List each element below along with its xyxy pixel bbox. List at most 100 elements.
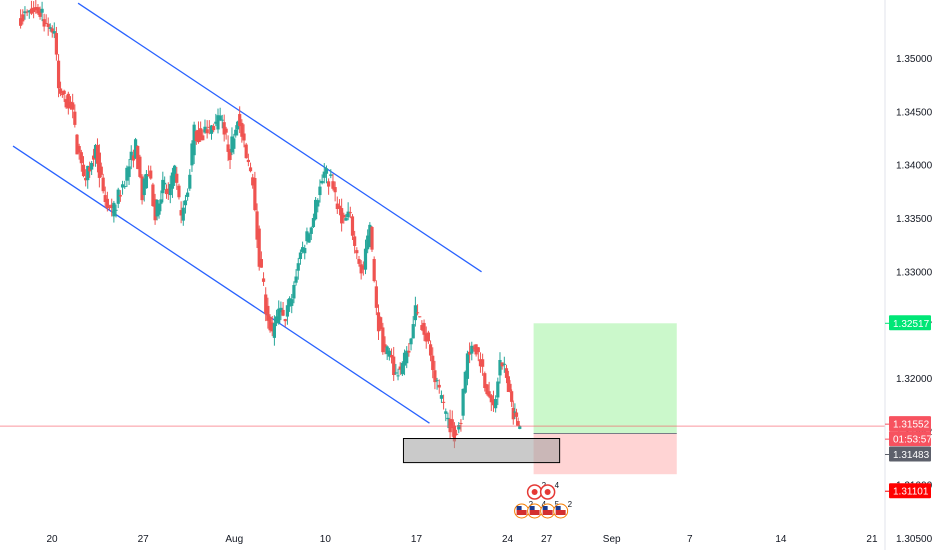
target-zone[interactable]: [533, 323, 677, 434]
candle-body: [183, 200, 188, 206]
candle: [309, 226, 313, 241]
maple-leaf: [531, 489, 538, 495]
candle-body: [496, 381, 500, 398]
time-tick-label: 20: [46, 534, 58, 545]
candle-body: [489, 395, 493, 403]
candle-body: [318, 186, 322, 196]
candle: [81, 156, 86, 178]
candle: [407, 342, 411, 357]
candle: [370, 225, 374, 252]
candle: [311, 213, 316, 228]
candle-body: [133, 139, 138, 159]
demand-zone-box[interactable]: [402, 438, 561, 464]
price-axis[interactable]: 1.35000 1.34500 1.34000 1.33500 1.33000 1.325…: [896, 54, 932, 545]
candle-body: [123, 186, 127, 188]
candle-body: [25, 11, 29, 13]
trade-zones: [533, 323, 677, 475]
candle-body: [268, 317, 272, 331]
candle: [459, 419, 463, 432]
candle-body: [151, 184, 155, 207]
candle: [374, 280, 378, 316]
candle-body: [56, 60, 61, 89]
candle-body: [181, 207, 185, 221]
candle: [350, 214, 355, 241]
candle-body: [506, 376, 510, 393]
candle-body: [281, 309, 285, 316]
candle-body: [194, 131, 198, 142]
candle: [25, 9, 29, 17]
candle: [385, 345, 389, 361]
candle-body: [363, 248, 368, 270]
channel-upper-line[interactable]: [77, 2, 482, 273]
candle-body: [389, 354, 394, 358]
candle: [232, 133, 236, 155]
time-axis[interactable]: 20 27 Aug 10 17 24 27 Sep 7 14 21: [46, 534, 877, 545]
event-marker-ca[interactable]: 4: [539, 481, 560, 500]
candle-body: [32, 7, 36, 13]
candle: [383, 336, 387, 355]
candle-body: [500, 362, 504, 367]
candle: [42, 13, 46, 32]
candle: [230, 127, 234, 156]
demand-zone-group[interactable]: [402, 438, 561, 464]
candle: [422, 319, 426, 342]
candle-body: [411, 324, 415, 339]
candle: [329, 169, 333, 179]
candle: [274, 309, 279, 327]
candle-body: [142, 178, 146, 196]
candle-body: [140, 176, 144, 201]
current-price-tag-bg: [889, 416, 931, 432]
candle-body: [234, 129, 238, 136]
candle-body: [396, 375, 400, 377]
candle: [474, 344, 478, 357]
candle: [470, 341, 474, 361]
candle: [166, 182, 170, 200]
candle-body: [465, 353, 470, 379]
price-tick-label: 1.30500: [896, 534, 932, 545]
candle: [292, 281, 296, 304]
candle-body: [415, 312, 420, 314]
economic-events[interactable]: 245224: [514, 481, 573, 519]
candle-body: [242, 133, 246, 141]
candle: [398, 362, 402, 376]
candle-body: [161, 179, 165, 194]
candle-body: [309, 227, 313, 234]
candle: [86, 165, 90, 189]
current-price-tag: 1.31552: [885, 416, 931, 432]
candle: [487, 381, 491, 399]
candle: [242, 124, 246, 148]
candle-body: [212, 126, 216, 131]
time-tick-label: Sep: [603, 534, 621, 545]
flag-canton: [529, 506, 535, 510]
candle-body: [38, 10, 42, 17]
candle-body: [413, 305, 417, 321]
candle: [228, 148, 232, 170]
candle: [36, 3, 40, 15]
channel-lower-line[interactable]: [12, 145, 430, 424]
candle: [201, 129, 205, 141]
candle-body: [324, 168, 329, 174]
candle: [389, 348, 394, 364]
entry-price-tag: 1.31483: [885, 446, 931, 462]
candle-body: [203, 126, 207, 133]
candle: [255, 203, 259, 248]
candle: [264, 287, 268, 322]
candle-body: [292, 285, 296, 299]
candle: [46, 17, 50, 36]
candle: [450, 410, 454, 437]
candle: [300, 241, 305, 254]
trend-channel[interactable]: [12, 2, 482, 424]
event-marker-us[interactable]: 2: [553, 500, 573, 519]
candle-body: [127, 166, 131, 178]
candle: [322, 163, 326, 184]
candle-body: [510, 391, 514, 402]
maple-leaf: [544, 489, 551, 495]
candle-body: [366, 235, 370, 250]
candle-body: [368, 224, 372, 247]
candle-body: [350, 216, 355, 236]
candle-body: [383, 344, 387, 348]
candle-body: [136, 146, 140, 170]
candle-body: [131, 155, 136, 161]
candle-body: [441, 401, 446, 403]
